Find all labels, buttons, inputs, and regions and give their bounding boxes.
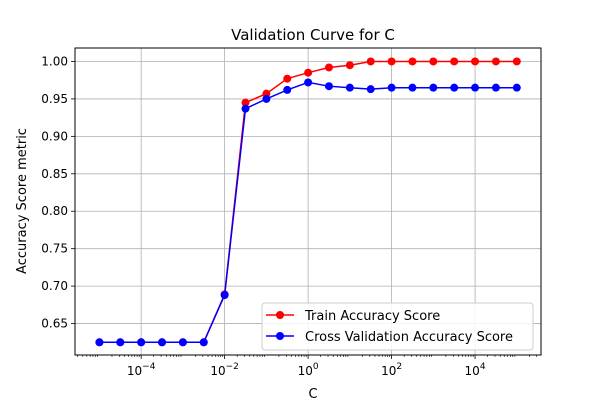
x-tick-label: 100 [298, 362, 319, 378]
series-1-point [116, 338, 125, 347]
series-1-point [262, 94, 271, 103]
series-1-point [471, 83, 480, 92]
series-1-point [304, 78, 313, 87]
legend-marker-train [276, 311, 284, 319]
y-tick-label: 0.65 [41, 317, 68, 331]
x-axis-ticks: 10−4 10−2 100 102 104 [77, 355, 538, 378]
series-1-point [345, 83, 354, 92]
series-1-point [241, 104, 250, 113]
x-axis-label: C [308, 387, 317, 400]
y-tick-label: 0.95 [41, 92, 68, 106]
x-tick-label: 102 [381, 362, 402, 378]
legend: Train Accuracy Score Cross Validation Ac… [261, 302, 534, 351]
series-1-point [137, 338, 146, 347]
x-tick-label: 104 [465, 362, 486, 378]
series-0-point [429, 57, 438, 66]
series-1-point [220, 291, 229, 300]
legend-box [261, 302, 534, 351]
y-tick-label: 0.90 [41, 129, 68, 143]
series-1-point [95, 338, 104, 347]
legend-label-train: Train Accuracy Score [304, 309, 440, 324]
y-axis-label: Accuracy Score metric [15, 128, 30, 274]
y-tick-label: 0.85 [41, 167, 68, 181]
y-axis-ticks: 0.65 0.70 0.75 0.80 0.85 0.90 0.95 1.00 [41, 54, 75, 331]
series-1-point [408, 83, 417, 92]
plot-frame [74, 47, 542, 356]
series-1-point [491, 83, 500, 92]
series-0-point [345, 61, 354, 70]
legend-label-cv: Cross Validation Accuracy Score [305, 330, 513, 345]
series-1-point [178, 338, 187, 347]
y-tick-label: 1.00 [41, 54, 68, 68]
chart-title: Validation Curve for C [231, 26, 395, 44]
series-1-point [387, 83, 396, 92]
series-0-point [471, 57, 480, 66]
series-0-point [366, 57, 375, 66]
series-layer [95, 57, 521, 347]
y-tick-label: 0.75 [41, 242, 68, 256]
series-0-point [304, 68, 313, 77]
series-0-point [241, 98, 250, 107]
y-tick-label: 0.70 [41, 279, 68, 293]
series-0-point [324, 63, 333, 72]
x-tick-label: 10−2 [210, 362, 239, 378]
series-0-point [491, 57, 500, 66]
series-1-point [199, 338, 208, 347]
series-1-point [158, 338, 167, 347]
x-tick-label: 10−4 [127, 362, 156, 378]
series-1-point [512, 83, 521, 92]
series-1-point [450, 83, 459, 92]
series-1-point [283, 85, 292, 94]
series-0-point [283, 74, 292, 83]
series-1-point [366, 85, 375, 94]
series-1-point [324, 82, 333, 91]
series-0-point [387, 57, 396, 66]
y-tick-label: 0.80 [41, 204, 68, 218]
series-0-point [408, 57, 417, 66]
series-1-point [429, 83, 438, 92]
series-0-point [450, 57, 459, 66]
series-0-point [512, 57, 521, 66]
legend-marker-cv [276, 332, 284, 340]
